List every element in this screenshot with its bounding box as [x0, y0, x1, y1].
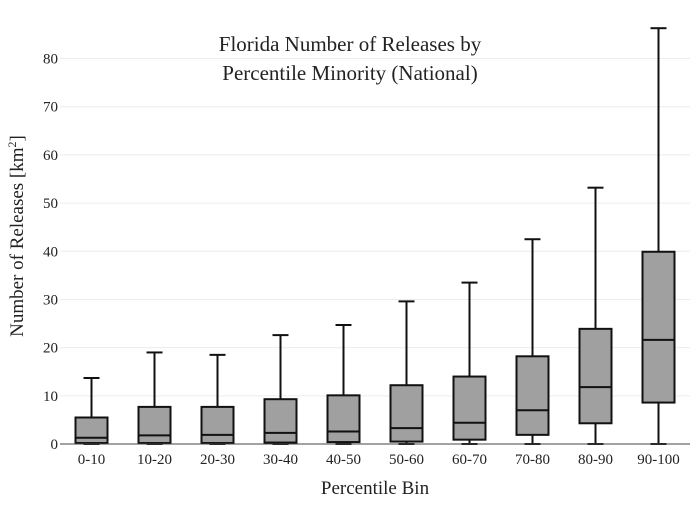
x-tick-label-80-90: 80-90: [578, 452, 613, 468]
x-axis-title: Percentile Bin: [321, 478, 430, 499]
y-axis-title: Number of Releases [km2]: [5, 135, 28, 337]
y-tick-label-0: 0: [51, 437, 59, 453]
iqr-box: [452, 375, 487, 441]
iqr-box: [74, 416, 109, 445]
x-tick-label-50-60: 50-60: [389, 452, 424, 468]
x-tick-label-70-80: 70-80: [515, 452, 550, 468]
y-tick-label-10: 10: [43, 389, 58, 405]
boxes: [74, 27, 676, 445]
y-axis-title-end: ]: [7, 135, 28, 141]
y-tick-label-80: 80: [43, 52, 58, 68]
x-tick-label-60-70: 60-70: [452, 452, 487, 468]
y-tick-label-40: 40: [43, 244, 58, 260]
iqr-box: [578, 327, 613, 425]
box-30-40: [263, 334, 298, 445]
x-tick-label-40-50: 40-50: [326, 452, 361, 468]
y-tick-label-30: 30: [43, 292, 58, 308]
iqr-box: [200, 405, 235, 445]
y-tick-label-50: 50: [43, 196, 58, 212]
box-70-80: [515, 238, 550, 445]
iqr-box: [326, 394, 361, 444]
box-60-70: [452, 281, 487, 445]
gridlines: [60, 58, 690, 397]
box-40-50: [326, 323, 361, 445]
x-tick-label-90-100: 90-100: [637, 452, 680, 468]
chart-title-line-2: Percentile Minority (National): [222, 61, 477, 85]
box-80-90: [578, 186, 613, 445]
y-tick-label-60: 60: [43, 148, 58, 164]
x-tick-label-10-20: 10-20: [137, 452, 172, 468]
iqr-box: [641, 250, 676, 404]
box-50-60: [389, 300, 424, 445]
iqr-box: [389, 384, 424, 443]
iqr-box: [263, 398, 298, 444]
iqr-box: [515, 355, 550, 436]
x-tick-label-0-10: 0-10: [78, 452, 106, 468]
y-axis-title-main: Number of Releases [km: [7, 147, 28, 337]
x-axis-ticks: 0-10 10-20 20-30 30-40 40-50 50-60 60-70 70-80 8…: [78, 452, 680, 468]
box-0-10: [74, 376, 109, 445]
y-tick-label-70: 70: [43, 100, 58, 116]
box-10-20: [137, 351, 172, 445]
y-axis-title-superscript: 2: [5, 141, 19, 147]
box-20-30: [200, 353, 235, 445]
box-90-100: [641, 27, 676, 445]
y-tick-label-20: 20: [43, 341, 58, 357]
y-axis-ticks: 0 10 20 30 40 50 60 70 80: [43, 52, 58, 453]
chart-title-line-1: Florida Number of Releases by: [219, 32, 482, 56]
x-tick-label-30-40: 30-40: [263, 452, 298, 468]
iqr-box: [137, 405, 172, 445]
x-tick-label-20-30: 20-30: [200, 452, 235, 468]
